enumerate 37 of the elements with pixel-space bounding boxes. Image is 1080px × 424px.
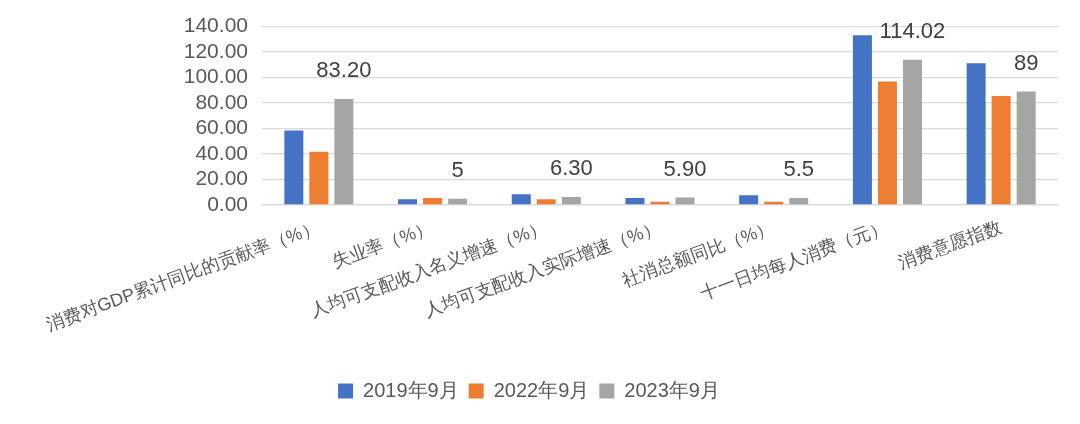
x-tick-label: 消费意愿指数 — [895, 216, 1005, 273]
legend-label: 2019年9月 — [363, 378, 459, 401]
bar — [423, 198, 443, 205]
bar — [398, 199, 418, 205]
bar — [511, 194, 531, 205]
bar — [739, 195, 759, 205]
bar — [561, 196, 581, 205]
bar — [966, 63, 986, 205]
data-label: 5.5 — [783, 156, 815, 182]
bar — [1016, 91, 1036, 205]
bar — [536, 199, 556, 205]
bar — [675, 197, 695, 205]
bar — [309, 151, 329, 205]
legend-label: 2022年9月 — [493, 378, 590, 401]
bar — [334, 98, 354, 205]
legend-label: 2023年9月 — [624, 378, 720, 401]
data-label: 83.20 — [316, 57, 372, 83]
bar — [625, 198, 645, 205]
bar — [284, 130, 304, 205]
y-tick-label: 40.00 — [195, 140, 248, 164]
bar — [991, 95, 1011, 205]
data-label: 89 — [1013, 49, 1039, 75]
y-tick-label: 100.00 — [183, 64, 248, 88]
data-label: 5.90 — [663, 155, 707, 181]
bar — [902, 59, 922, 205]
y-tick-label: 140.00 — [183, 13, 248, 37]
data-label: 5 — [451, 156, 464, 182]
data-label: 114.02 — [879, 17, 946, 43]
bar — [789, 197, 809, 205]
y-tick-label: 20.00 — [195, 166, 248, 190]
bar — [877, 81, 897, 205]
y-tick-label: 0.00 — [207, 191, 248, 215]
bar — [852, 35, 872, 205]
data-label: 6.30 — [549, 155, 593, 181]
y-tick-label: 60.00 — [195, 115, 248, 139]
y-tick-label: 120.00 — [183, 38, 248, 62]
y-tick-label: 80.00 — [195, 89, 248, 113]
